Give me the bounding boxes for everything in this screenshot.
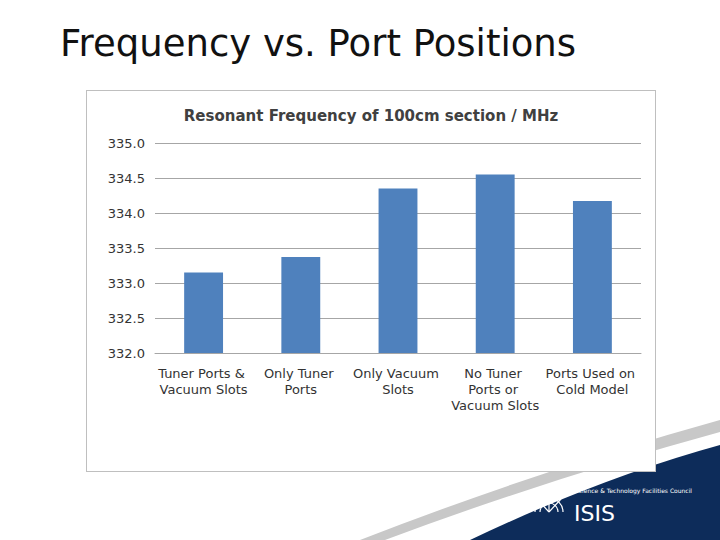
svg-text:No Tuner: No Tuner (464, 366, 526, 381)
svg-text:332.0: 332.0 (108, 346, 145, 361)
html-text:Science & Technology Facilitie: Science & Technology Facilities Council (575, 487, 692, 494)
svg-text:333.0: 333.0 (108, 276, 145, 291)
svg-text:334.0: 334.0 (108, 206, 145, 221)
svg-text:Ports Used on: Ports Used on (546, 366, 640, 381)
html-text:Frequency vs. Port Positions: Frequency vs. Port Positions (60, 22, 577, 65)
svg-text:Resonant Frequency of 100cm se: Resonant Frequency of 100cm section / MH… (184, 107, 559, 125)
svg-text:Only Vacuum: Only Vacuum (353, 366, 443, 381)
svg-text:332.5: 332.5 (108, 311, 145, 326)
svg-text:Vacuum Slots: Vacuum Slots (451, 398, 539, 413)
svg-text:335.0: 335.0 (108, 136, 145, 151)
svg-text:333.5: 333.5 (108, 241, 145, 256)
svg-text:Only Tuner: Only Tuner (264, 366, 338, 381)
svg-text:Tuner Ports &: Tuner Ports & (157, 366, 249, 381)
svg-text:Slots: Slots (382, 382, 414, 397)
svg-text:Cold Model: Cold Model (556, 382, 628, 397)
html-text:ISIS: ISIS (574, 501, 615, 526)
svg-text:334.5: 334.5 (108, 171, 145, 186)
svg-text:Vacuum Slots: Vacuum Slots (160, 382, 248, 397)
svg-text:Ports or: Ports or (468, 382, 522, 397)
svg-text:Ports: Ports (285, 382, 318, 397)
